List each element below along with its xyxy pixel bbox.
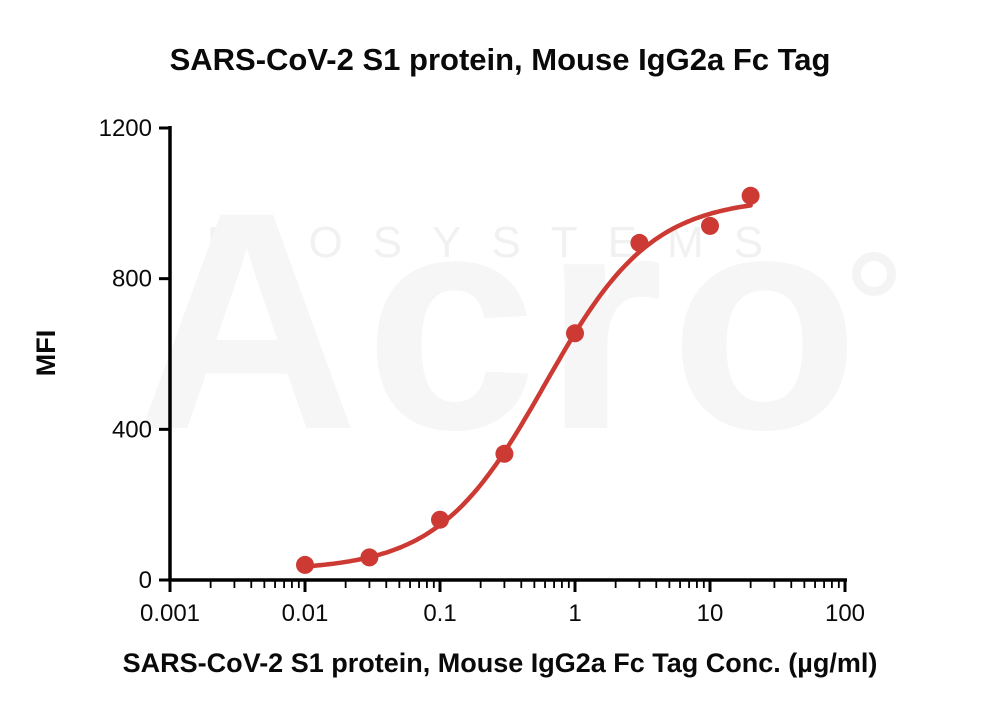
x-tick-label: 0.1	[423, 600, 456, 627]
x-tick-label: 0.001	[140, 600, 200, 627]
data-point	[741, 186, 760, 205]
y-tick-label: 0	[139, 567, 152, 594]
x-tick-label: 1	[568, 600, 581, 627]
data-point	[431, 510, 449, 529]
x-tick-label: 100	[825, 600, 865, 627]
y-axis-label: MFI	[31, 329, 61, 377]
y-tick-label: 400	[112, 416, 152, 443]
x-tick-label: 10	[697, 600, 724, 627]
data-point	[296, 555, 314, 574]
y-tick-label: 1200	[99, 115, 152, 142]
y-tick-label: 800	[112, 266, 152, 293]
data-point	[495, 444, 514, 463]
watermark-biosystems: BIOSYSTEMS	[206, 218, 794, 267]
fit-curve	[302, 203, 753, 569]
x-tick-label: 0.01	[282, 600, 329, 627]
data-point	[360, 548, 379, 567]
data-point	[701, 216, 719, 235]
data-point	[630, 233, 649, 252]
data-point	[566, 324, 584, 343]
watermark-degree-circle	[852, 252, 896, 296]
axes	[168, 126, 847, 582]
x-axis-label: SARS-CoV-2 S1 protein, Mouse IgG2a Fc Ta…	[122, 648, 878, 678]
chart-title: SARS-CoV-2 S1 protein, Mouse IgG2a Fc Ta…	[169, 42, 831, 77]
